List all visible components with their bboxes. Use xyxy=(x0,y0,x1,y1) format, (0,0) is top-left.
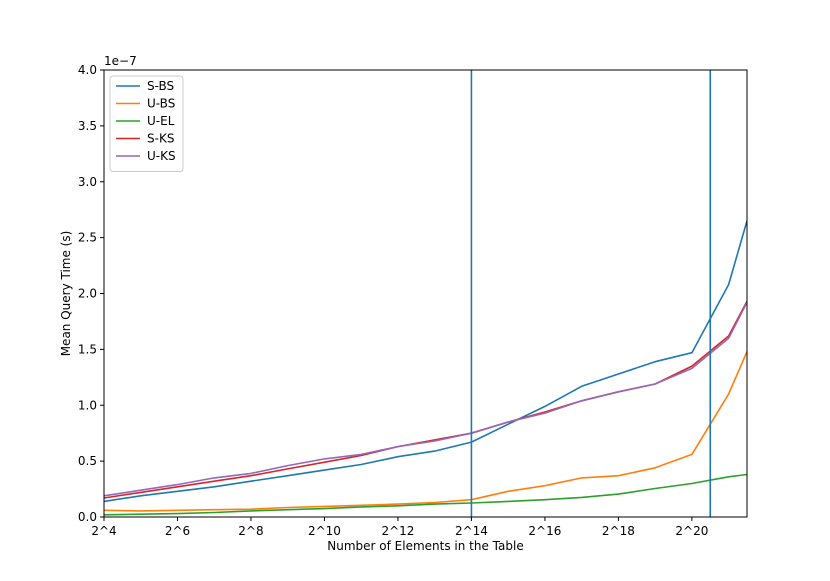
y-tick-label: 3.5 xyxy=(78,119,97,133)
plot-frame xyxy=(103,69,748,518)
x-tick-label: 2^8 xyxy=(238,524,263,538)
x-tick-label: 2^18 xyxy=(602,524,635,538)
series-line-u-ks xyxy=(104,302,747,497)
y-tick-label: 1.0 xyxy=(78,398,97,412)
y-tick-label: 2.5 xyxy=(78,231,97,245)
y-tick-label: 0.0 xyxy=(78,510,97,524)
legend: S-BS U-BS U-EL S-KS U-KS xyxy=(109,75,184,172)
y-tick-label: 1.5 xyxy=(78,342,97,356)
x-tick-label: 2^16 xyxy=(528,524,561,538)
legend-box xyxy=(109,75,184,172)
y-tick-label: 2.0 xyxy=(78,287,97,301)
legend-label-s-ks: S-KS xyxy=(147,132,174,146)
x-tick-label: 2^20 xyxy=(675,524,708,538)
legend-label-u-ks: U-KS xyxy=(147,149,176,163)
y-axis-ticks: 0.0 0.5 1.0 1.5 2.0 2.5 3.0 3.5 4.0 xyxy=(78,63,104,524)
x-axis-label: Number of Elements in the Table xyxy=(327,539,523,553)
series-line-u-bs xyxy=(104,351,747,512)
vertical-reference-lines xyxy=(470,70,712,517)
x-axis-ticks: 2^4 2^6 2^8 2^10 2^12 2^14 2^16 2^18 2^20 xyxy=(91,517,708,538)
y-tick-label: 3.0 xyxy=(78,175,97,189)
x-tick-label: 2^6 xyxy=(165,524,190,538)
series-line-u-el xyxy=(104,473,747,516)
y-offset-label: 1e−7 xyxy=(104,54,137,68)
y-axis-label: Mean Query Time (s) xyxy=(59,231,73,357)
plot-lines xyxy=(104,220,747,516)
x-tick-label: 2^4 xyxy=(91,524,116,538)
x-tick-label: 2^12 xyxy=(381,524,414,538)
legend-label-s-bs: S-BS xyxy=(147,79,174,93)
legend-label-u-el: U-EL xyxy=(147,114,175,128)
series-line-s-bs xyxy=(104,220,747,503)
y-tick-label: 4.0 xyxy=(78,63,97,77)
y-tick-label: 0.5 xyxy=(78,454,97,468)
legend-label-u-bs: U-BS xyxy=(147,97,175,111)
x-tick-label: 2^14 xyxy=(455,524,488,538)
x-tick-label: 2^10 xyxy=(308,524,341,538)
